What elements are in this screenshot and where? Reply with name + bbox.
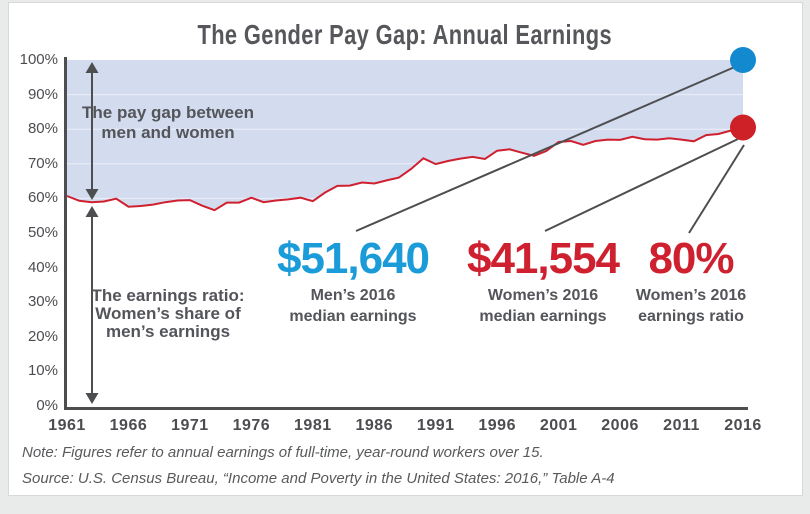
earnings-ratio-arrow-arrowhead-bottom <box>85 393 99 404</box>
earnings-ratio-label-line1: The earnings ratio: <box>91 286 245 305</box>
y-tick-label: 60% <box>27 189 58 207</box>
y-tick-label: 20% <box>27 327 58 345</box>
men-earnings-value: $51,640 <box>276 234 430 283</box>
x-tick-label: 1961 <box>48 417 86 434</box>
earnings-ratio-stat: 80% Women’s 2016 earnings ratio <box>596 236 786 327</box>
y-tick-label: 0% <box>36 397 58 414</box>
source-text: Source: U.S. Census Bureau, “Income and … <box>22 470 615 487</box>
x-tick-label: 2016 <box>724 417 762 434</box>
y-tick-label: 50% <box>27 224 58 241</box>
callout-line-ratio <box>688 144 745 234</box>
callout-line-men <box>355 65 738 232</box>
earnings-ratio-caption-line2: earnings ratio <box>638 308 744 325</box>
y-tick-label: 90% <box>27 85 58 103</box>
y-tick-label: 100% <box>19 51 58 68</box>
y-tick-label: 10% <box>27 362 58 380</box>
pay-gap-area-fill <box>67 60 743 211</box>
earnings-ratio-arrow-arrowhead-top <box>85 206 99 217</box>
x-tick-label: 1976 <box>232 417 271 434</box>
y-tick-label: 30% <box>27 293 58 311</box>
women-earnings-value: $41,554 <box>466 234 620 283</box>
pay-gap-label-line1: The pay gap between <box>82 103 254 122</box>
x-tick-label: 1996 <box>478 417 516 434</box>
earnings-ratio-label: The earnings ratio: Women’s share of men… <box>77 287 259 341</box>
y-tick-label: 70% <box>27 154 58 172</box>
pay-gap-arrow-arrowhead-top <box>85 62 99 73</box>
y-tick-label: 80% <box>27 120 58 138</box>
women-earnings-caption-line1: Women’s 2016 <box>487 287 599 304</box>
x-tick-label: 2006 <box>601 417 639 434</box>
earnings-ratio-label-line3: men’s earnings <box>105 322 231 341</box>
men-earnings-caption: Men’s 2016 median earnings <box>240 285 466 327</box>
men-earnings-caption-line2: median earnings <box>289 308 417 325</box>
earnings-ratio-caption-line1: Women’s 2016 <box>635 287 747 304</box>
x-tick-label: 1991 <box>416 417 455 434</box>
earnings-ratio-line <box>66 126 744 212</box>
earnings-ratio-label-line2: Women’s share of <box>95 304 241 323</box>
callout-line-women <box>544 138 739 232</box>
women-earnings-caption: Women’s 2016 median earnings <box>430 285 656 327</box>
pay-gap-label: The pay gap between men and women <box>77 103 259 143</box>
y-tick-label: 40% <box>27 258 58 276</box>
men-endpoint-dot <box>730 47 756 73</box>
men-earnings-stat: $51,640 Men’s 2016 median earnings <box>240 236 466 327</box>
x-tick-label: 1966 <box>109 417 148 434</box>
x-tick-label: 2001 <box>539 417 578 434</box>
x-tick-label: 1971 <box>171 417 209 434</box>
x-tick-label: 1981 <box>294 417 332 434</box>
chart-title-wrap: The Gender Pay Gap: Annual Earnings <box>0 19 810 51</box>
x-tick-label: 2011 <box>663 417 700 434</box>
pay-gap-label-line2: men and women <box>101 123 235 142</box>
men-earnings-caption-line1: Men’s 2016 <box>310 287 396 304</box>
x-tick-label: 1986 <box>355 417 394 434</box>
earnings-ratio-caption: Women’s 2016 earnings ratio <box>596 285 786 327</box>
earnings-ratio-value: 80% <box>648 234 734 283</box>
pay-gap-arrow-arrowhead-bottom <box>85 189 99 200</box>
chart-title: The Gender Pay Gap: Annual Earnings <box>197 19 613 50</box>
women-endpoint-dot <box>730 114 756 141</box>
note-text: Note: Figures refer to annual earnings o… <box>22 444 544 461</box>
women-earnings-stat: $41,554 Women’s 2016 median earnings <box>430 236 656 327</box>
women-earnings-caption-line2: median earnings <box>479 308 607 325</box>
